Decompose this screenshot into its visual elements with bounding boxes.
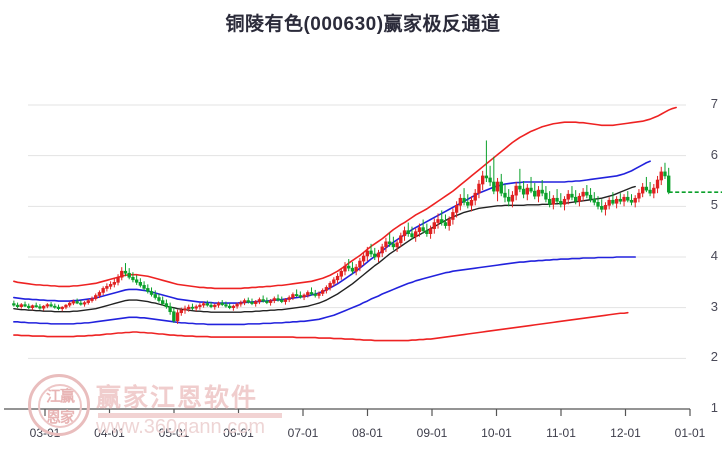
x-axis-tick-label: 08-01 [352, 426, 383, 440]
x-axis-tick-label: 07-01 [287, 426, 319, 440]
x-axis-tick-label: 11-01 [546, 426, 576, 440]
candlestick-series [12, 140, 671, 324]
y-axis-tick-label: 4 [710, 248, 718, 263]
x-axis-tick-label: 12-01 [610, 426, 641, 440]
y-axis-tick-label: 6 [710, 146, 718, 162]
x-axis-tick-label: 05-01 [158, 426, 190, 440]
x-axis-tick-label: 03-01 [29, 426, 61, 440]
x-axis-tick-label: 04-01 [94, 426, 125, 440]
y-axis-tick-label: 2 [710, 349, 718, 365]
x-axis-tick-label: 09-01 [416, 426, 448, 440]
y-axis-tick-label: 3 [710, 298, 718, 314]
x-axis-tick-label: 10-01 [481, 426, 512, 440]
page-title: 铜陵有色(000630)赢家极反通道 [225, 14, 501, 35]
y-axis-tick-label: 5 [710, 197, 718, 213]
y-axis-tick-label: 7 [710, 96, 718, 111]
channel-bands [13, 106, 677, 342]
x-axis-tick-label: 01-01 [674, 426, 706, 440]
y-axis-tick-label: 1 [710, 400, 718, 415]
x-axis-tick-label: 06-01 [223, 426, 254, 440]
x-axis [4, 408, 691, 416]
